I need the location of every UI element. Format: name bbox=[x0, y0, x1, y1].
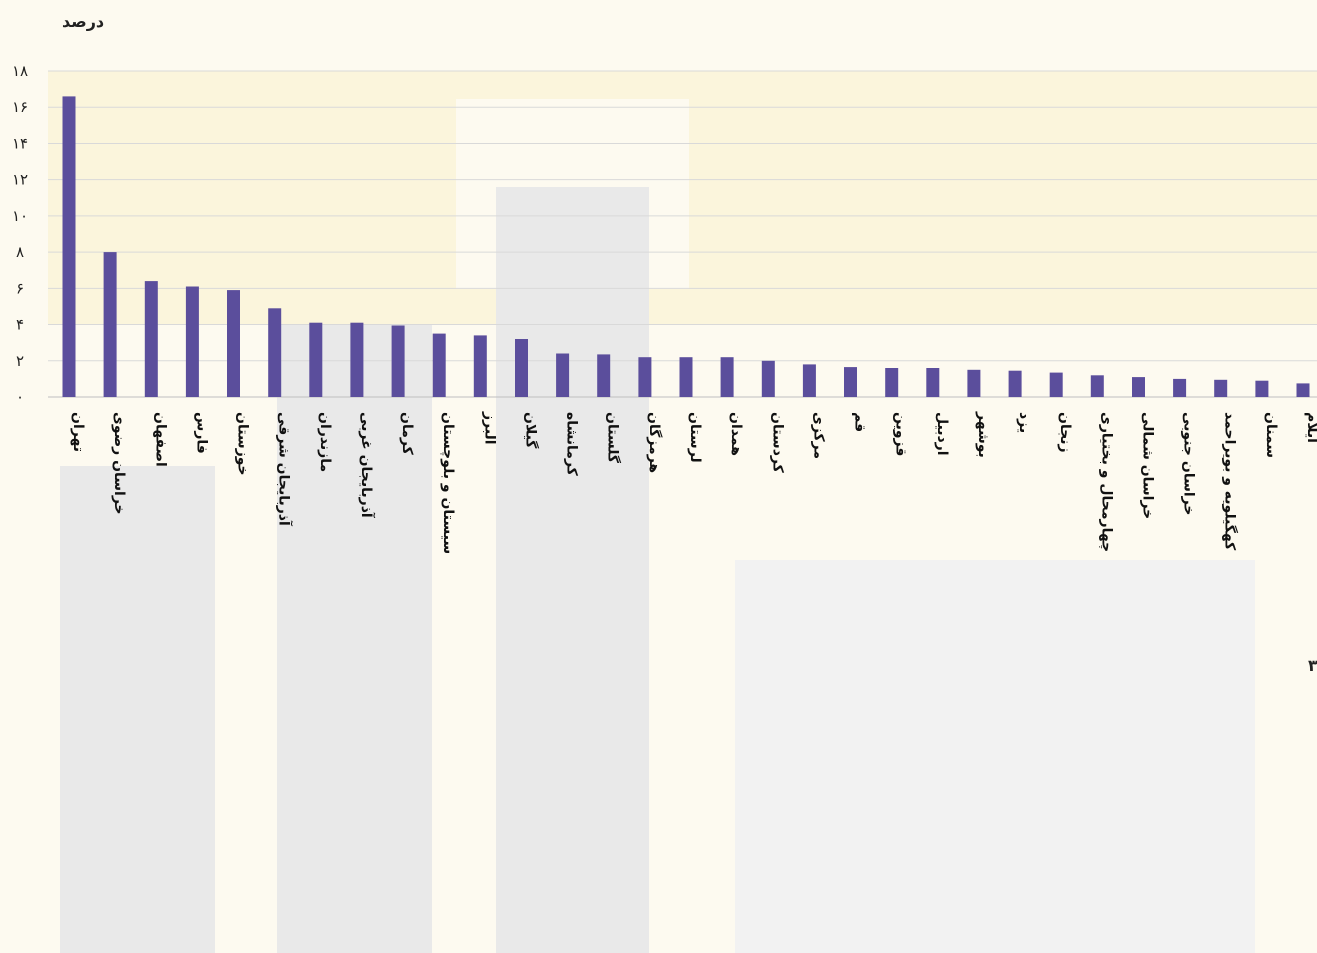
bar bbox=[1132, 377, 1145, 397]
bar bbox=[1049, 372, 1063, 397]
x-tick-label: تهران bbox=[70, 412, 86, 452]
y-tick-label: ۱۶ bbox=[12, 98, 28, 116]
x-axis-ticks: تهران خراسان رضوی اصفهان فارس خوزستان آذربایج… bbox=[70, 411, 1317, 554]
bar bbox=[1296, 383, 1310, 397]
x-tick-label: خوزستان bbox=[235, 412, 251, 476]
x-tick-label: اردبیل bbox=[934, 412, 950, 456]
x-tick-label: مازندران bbox=[317, 412, 333, 472]
x-tick-label: قزوین bbox=[893, 412, 909, 456]
x-tick-label: سمنان bbox=[1263, 412, 1279, 458]
x-tick-label: قم bbox=[852, 412, 868, 432]
bar bbox=[638, 357, 652, 397]
y-tick-label: ۱۴ bbox=[12, 134, 28, 152]
y-tick-label: ۶ bbox=[16, 279, 24, 297]
x-tick-label: گیلان bbox=[523, 412, 540, 449]
x-tick-label: مرکزی bbox=[810, 412, 826, 459]
y-tick-label: ۲ bbox=[16, 352, 24, 370]
bar bbox=[185, 286, 199, 397]
bar bbox=[679, 357, 693, 397]
x-tick-label: کهگیلویه و بویراحمد bbox=[1222, 412, 1239, 551]
bar bbox=[1008, 370, 1022, 397]
y-tick-label: ۱۸ bbox=[12, 62, 28, 80]
y-axis-title: درصد bbox=[62, 12, 104, 31]
x-tick-label: یزد bbox=[1016, 412, 1032, 433]
bar bbox=[720, 357, 734, 397]
bar bbox=[62, 96, 76, 398]
x-tick-label: البرز bbox=[481, 411, 497, 445]
y-tick-label: ۸ bbox=[16, 243, 24, 261]
x-tick-label: کرمانشاه bbox=[564, 412, 580, 477]
bar bbox=[1173, 378, 1187, 397]
x-tick-label: کرمان bbox=[399, 412, 415, 456]
bar bbox=[473, 335, 487, 397]
bar bbox=[1255, 380, 1269, 397]
bar bbox=[802, 364, 816, 397]
bar bbox=[391, 325, 405, 397]
bar bbox=[1090, 375, 1104, 397]
x-tick-label: کردستان bbox=[769, 412, 785, 474]
bar bbox=[597, 354, 611, 397]
x-tick-label: همدان bbox=[728, 412, 744, 456]
y-tick-label: ۱۰ bbox=[12, 207, 28, 225]
x-tick-label: لرستان bbox=[687, 412, 703, 463]
bar bbox=[885, 368, 899, 397]
bar bbox=[515, 339, 528, 397]
x-tick-label: سیستان و بلوچستان bbox=[440, 412, 456, 554]
x-tick-label: آذربایجان غربی bbox=[358, 412, 376, 519]
bar bbox=[926, 368, 940, 397]
y-axis-ticks: ۰ ۲ ۴ ۶ ۸ ۱۰ ۱۲ ۱۴ ۱۶ ۱۸ bbox=[12, 62, 28, 406]
x-tick-label: بوشهر bbox=[975, 411, 991, 458]
bar bbox=[268, 308, 282, 397]
x-tick-label: خراسان جنوبی bbox=[1181, 412, 1197, 515]
x-tick-label: خراسان رضوی bbox=[111, 412, 127, 515]
y-tick-label: ۴ bbox=[16, 316, 24, 334]
x-tick-label: چهارمحال و بختیاری bbox=[1098, 412, 1114, 552]
bar bbox=[103, 252, 117, 397]
x-tick-label: گلستان bbox=[605, 412, 622, 464]
x-tick-label: زنجان bbox=[1057, 412, 1073, 453]
y-tick-label: ۰ bbox=[16, 388, 24, 406]
x-tick-label: خراسان شمالی bbox=[1140, 412, 1156, 519]
x-tick-label: اصفهان bbox=[152, 412, 168, 467]
bar bbox=[309, 322, 323, 397]
bar bbox=[144, 281, 158, 397]
bar bbox=[227, 290, 240, 397]
bars bbox=[62, 96, 1310, 398]
bar bbox=[761, 360, 775, 397]
chart-caption: جدول ۷-۳ bbox=[1308, 656, 1317, 675]
bar bbox=[1214, 379, 1228, 397]
x-tick-label: ایلام bbox=[1304, 412, 1317, 443]
bar bbox=[350, 322, 364, 397]
bar bbox=[556, 353, 570, 397]
x-tick-label: فارس bbox=[193, 412, 209, 454]
x-tick-label: هرمزگان bbox=[646, 412, 663, 473]
y-tick-label: ۱۲ bbox=[12, 171, 28, 189]
bar bbox=[432, 333, 446, 397]
x-tick-label: آذربایجان شرقی bbox=[276, 412, 294, 527]
bar bbox=[844, 367, 857, 397]
bar bbox=[967, 369, 981, 397]
